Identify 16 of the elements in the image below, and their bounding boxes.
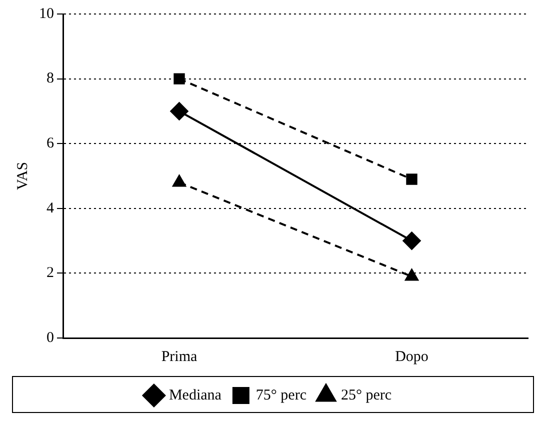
x-tick-label: Dopo — [395, 348, 428, 365]
y-tick-label: 6 — [46, 136, 54, 152]
point — [402, 232, 421, 250]
x-tick-label: Prima — [161, 348, 198, 365]
y-tick-label: 4 — [46, 200, 54, 216]
y-tick-label: 10 — [39, 6, 54, 22]
y-axis-title: VAS — [14, 162, 31, 190]
y-tick-label: 2 — [46, 265, 54, 282]
y-tick-label: 0 — [46, 330, 54, 346]
legend-label: 75° perc — [256, 387, 307, 404]
legend-label: Mediana — [168, 387, 222, 404]
point — [406, 174, 418, 185]
point — [170, 102, 188, 120]
y-tick-label: 8 — [46, 70, 54, 87]
legend-label: 25° perc — [340, 387, 392, 404]
point — [174, 73, 185, 84]
